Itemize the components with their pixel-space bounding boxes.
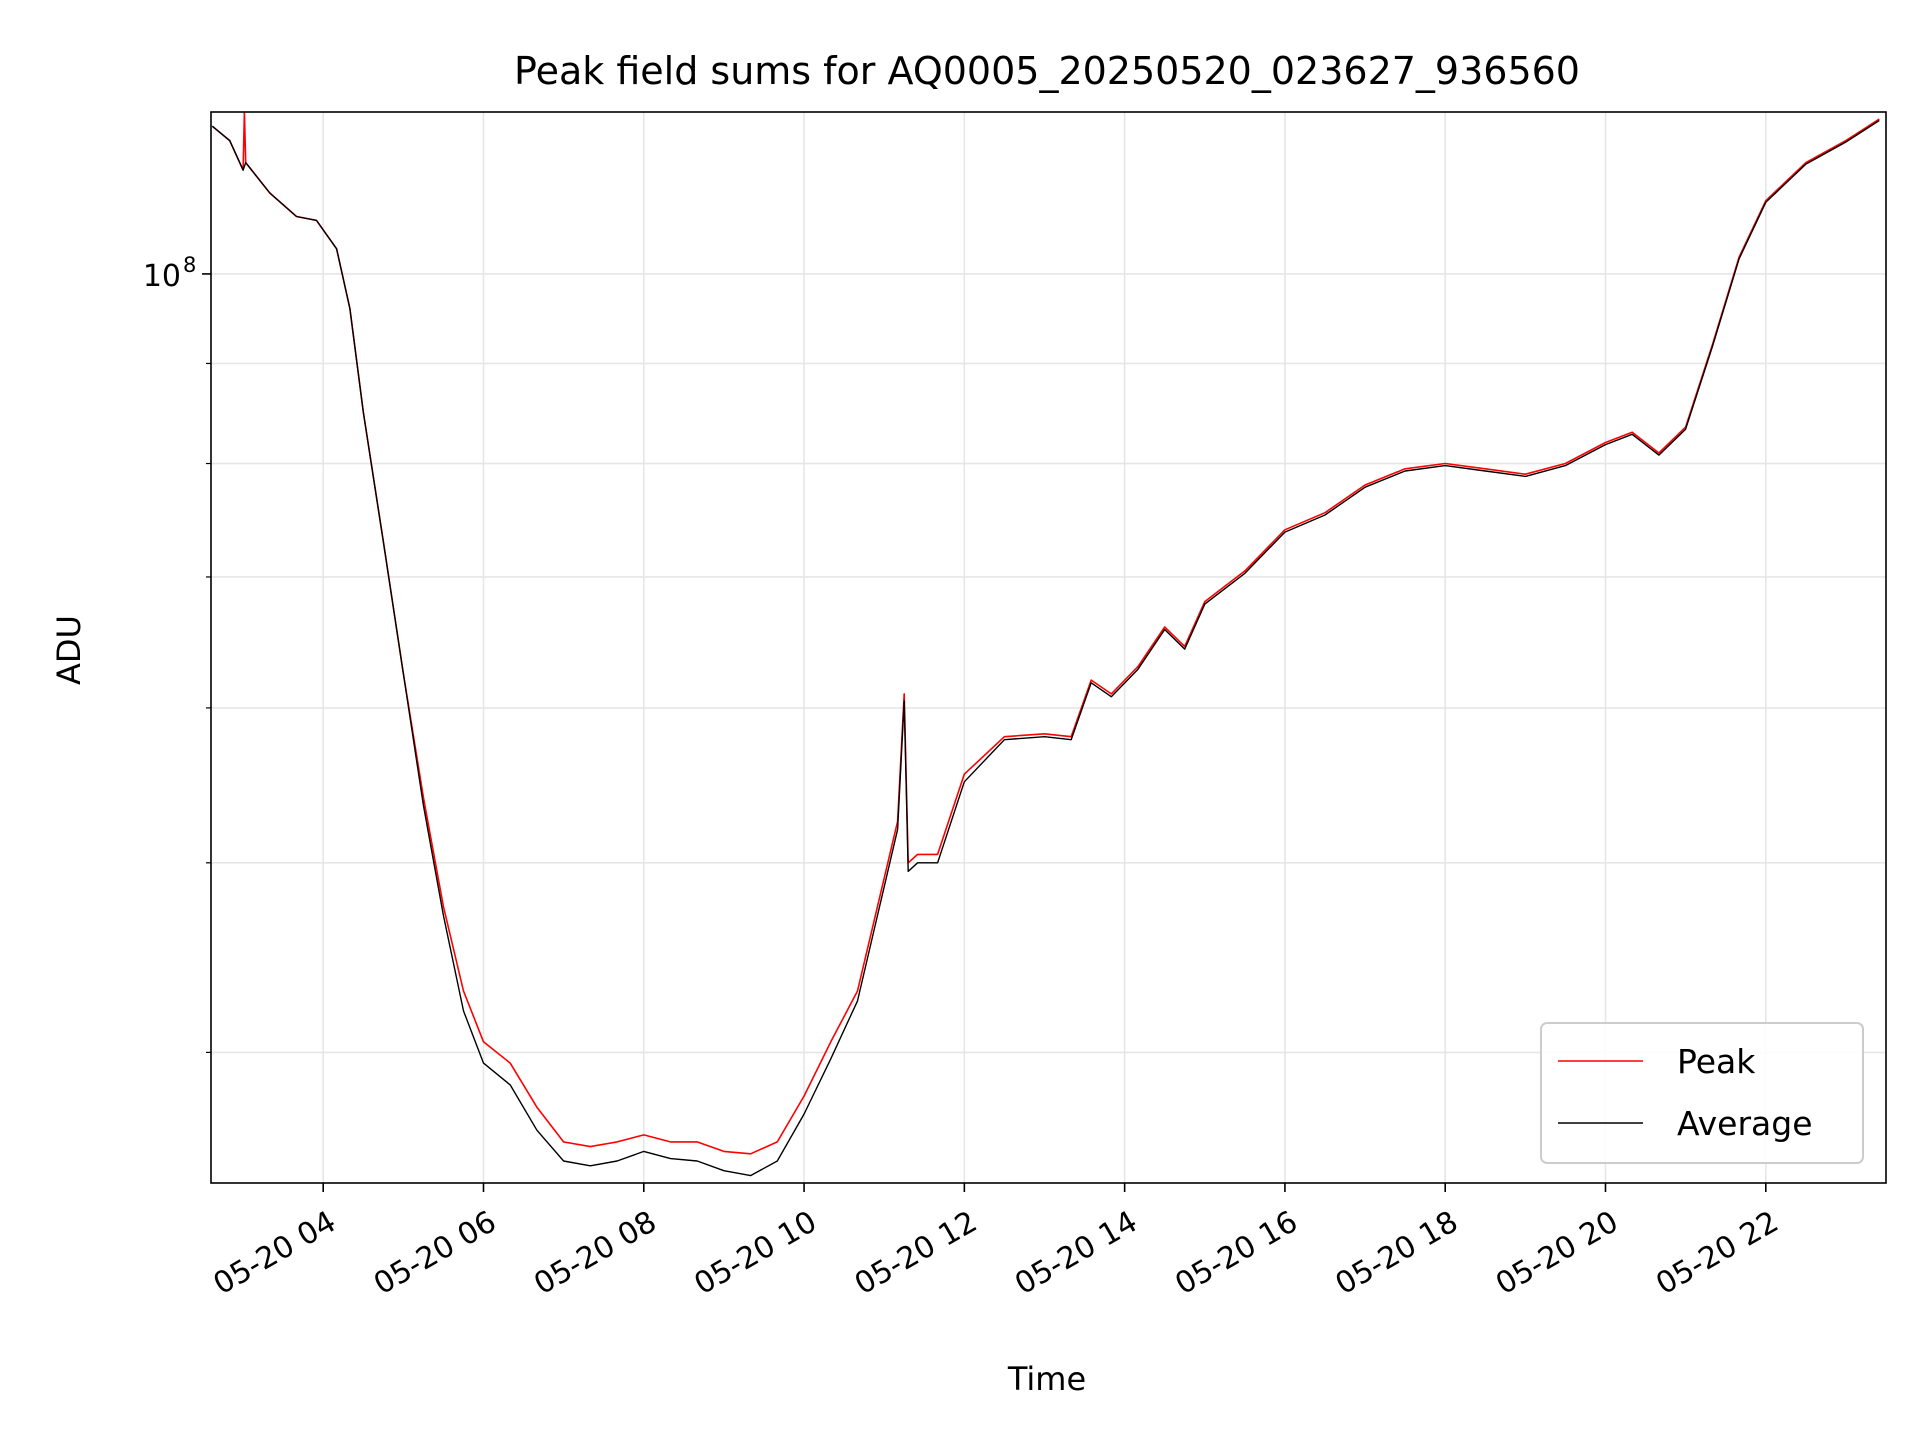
series-line-average: [211, 119, 1880, 1177]
series-layer: [211, 112, 1880, 1177]
legend-label-average: Average: [1677, 1104, 1813, 1143]
legend-box: [1540, 1022, 1864, 1164]
y-axis-label: ADU: [50, 615, 88, 685]
legend: Peak Average: [1540, 1022, 1864, 1164]
x-axis-label: Time: [1007, 1360, 1086, 1398]
y-tick-label-exponent: 8: [183, 253, 196, 277]
plot-frame: [210, 111, 1887, 1184]
chart-title: Peak field sums for AQ0005_20250520_0236…: [514, 49, 1580, 93]
y-tick-label: 10: [143, 259, 181, 294]
legend-label-peak: Peak: [1677, 1042, 1756, 1081]
